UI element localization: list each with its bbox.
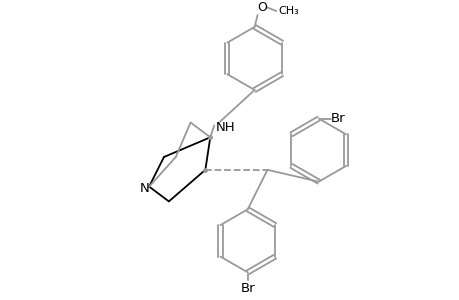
Text: O: O: [257, 1, 267, 13]
Text: NH: NH: [215, 121, 235, 134]
Text: Br: Br: [330, 112, 345, 125]
Text: N: N: [139, 182, 149, 195]
Text: Br: Br: [240, 282, 254, 295]
Text: CH₃: CH₃: [278, 6, 299, 16]
